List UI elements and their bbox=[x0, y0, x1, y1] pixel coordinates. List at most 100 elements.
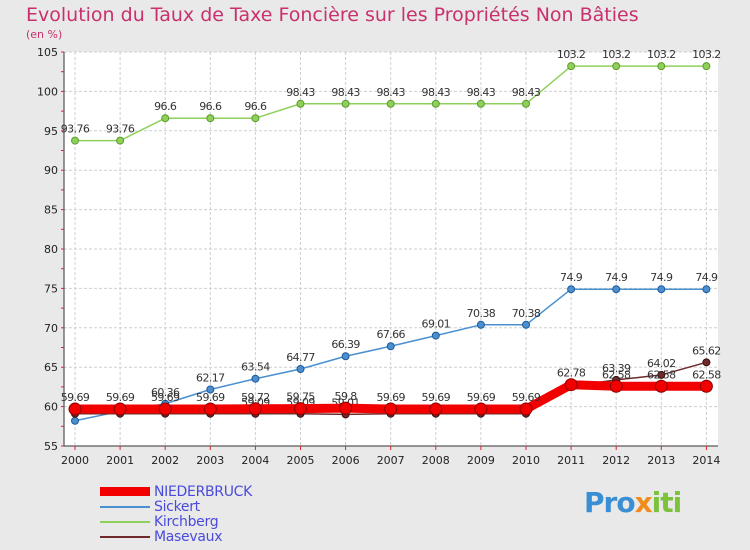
data-label-sickert: 66.39 bbox=[331, 338, 360, 351]
data-label-masevaux: 65.62 bbox=[692, 344, 721, 357]
data-label-kirchberg: 98.43 bbox=[376, 86, 405, 99]
legend: NIEDERBRUCK Sickert Kirchberg Masevaux bbox=[100, 484, 252, 545]
legend-swatch bbox=[100, 535, 150, 538]
data-label-niederbruck: 59.69 bbox=[151, 391, 180, 404]
data-point-niederbruck bbox=[654, 379, 668, 393]
data-label-kirchberg: 98.43 bbox=[286, 86, 315, 99]
data-point-kirchberg bbox=[567, 62, 576, 71]
chart-title: Evolution du Taux de Taxe Foncière sur l… bbox=[26, 4, 639, 26]
data-label-niederbruck: 62.78 bbox=[557, 367, 586, 380]
data-point-kirchberg bbox=[341, 99, 350, 108]
x-tick-label: 2008 bbox=[422, 454, 450, 467]
x-tick-label: 2009 bbox=[467, 454, 495, 467]
data-label-kirchberg: 98.43 bbox=[512, 86, 541, 99]
legend-item-masevaux: Masevaux bbox=[100, 528, 252, 545]
legend-item-kirchberg: Kirchberg bbox=[100, 514, 252, 530]
data-point-kirchberg bbox=[657, 62, 666, 71]
y-tick-label: 65 bbox=[44, 361, 58, 374]
x-tick-label: 2004 bbox=[241, 454, 269, 467]
x-tick-label: 2001 bbox=[106, 454, 134, 467]
data-point-kirchberg bbox=[251, 114, 260, 123]
data-label-kirchberg: 93.76 bbox=[106, 123, 135, 136]
data-label-masevaux: 64.02 bbox=[647, 357, 676, 370]
y-tick-label: 70 bbox=[44, 322, 58, 335]
data-point-sickert bbox=[702, 285, 711, 294]
data-point-sickert bbox=[476, 320, 485, 329]
data-label-sickert: 67.66 bbox=[376, 328, 405, 341]
data-point-kirchberg bbox=[116, 136, 125, 145]
data-label-sickert: 70.38 bbox=[467, 307, 496, 320]
data-point-kirchberg bbox=[476, 99, 485, 108]
data-label-niederbruck: 59.69 bbox=[61, 391, 90, 404]
data-label-sickert: 70.38 bbox=[512, 307, 541, 320]
data-label-niederbruck: 62.58 bbox=[602, 368, 631, 381]
x-tick-label: 2014 bbox=[692, 454, 720, 467]
data-point-sickert bbox=[251, 374, 260, 383]
data-label-kirchberg: 98.43 bbox=[467, 86, 496, 99]
data-label-masevaux: 63.39 bbox=[602, 362, 631, 375]
data-label-sickert: 62.17 bbox=[196, 372, 225, 385]
x-tick-label: 2005 bbox=[287, 454, 315, 467]
data-point-niederbruck bbox=[113, 402, 127, 416]
data-label-niederbruck: 59.69 bbox=[376, 391, 405, 404]
data-label-niederbruck: 62.58 bbox=[647, 368, 676, 381]
data-label-niederbruck: 59.69 bbox=[467, 391, 496, 404]
data-point-niederbruck bbox=[339, 401, 353, 415]
x-tick-label: 2006 bbox=[332, 454, 360, 467]
legend-label: Masevaux bbox=[154, 528, 223, 545]
data-point-kirchberg bbox=[702, 62, 711, 71]
x-tick-label: 2007 bbox=[377, 454, 405, 467]
x-tick-label: 2011 bbox=[557, 454, 585, 467]
data-point-kirchberg bbox=[71, 136, 79, 145]
x-tick-label: 2012 bbox=[602, 454, 630, 467]
data-label-kirchberg: 98.43 bbox=[331, 86, 360, 99]
data-point-kirchberg bbox=[386, 99, 395, 108]
data-point-sickert bbox=[206, 385, 215, 394]
data-point-sickert bbox=[341, 352, 350, 361]
data-point-niederbruck bbox=[699, 379, 713, 393]
y-tick-label: 105 bbox=[37, 46, 58, 59]
data-label-niederbruck: 59.69 bbox=[106, 391, 135, 404]
data-label-sickert: 74.9 bbox=[695, 271, 718, 284]
x-tick-label: 2003 bbox=[196, 454, 224, 467]
data-label-sickert: 60.36 bbox=[151, 386, 180, 399]
y-tick-label: 95 bbox=[44, 125, 58, 138]
data-point-niederbruck bbox=[203, 402, 217, 416]
data-label-niederbruck: 59.75 bbox=[286, 391, 315, 404]
data-point-niederbruck bbox=[68, 402, 82, 416]
data-point-sickert bbox=[431, 331, 440, 340]
data-point-sickert bbox=[71, 416, 79, 425]
data-label-sickert: 64.77 bbox=[286, 351, 315, 364]
data-point-kirchberg bbox=[161, 114, 170, 123]
legend-item-niederbruck: NIEDERBRUCK bbox=[100, 484, 252, 500]
data-label-niederbruck: 59.72 bbox=[241, 391, 270, 404]
data-label-kirchberg: 96.6 bbox=[244, 100, 267, 113]
data-point-kirchberg bbox=[296, 99, 305, 108]
data-label-kirchberg: 96.6 bbox=[199, 100, 222, 113]
data-label-niederbruck: 59.69 bbox=[512, 391, 541, 404]
data-label-sickert: 74.9 bbox=[605, 271, 628, 284]
x-tick-label: 2000 bbox=[61, 454, 89, 467]
data-point-niederbruck bbox=[474, 402, 488, 416]
x-tick-label: 2010 bbox=[512, 454, 540, 467]
x-tick-label: 2002 bbox=[151, 454, 179, 467]
y-tick-label: 60 bbox=[44, 401, 58, 414]
legend-item-sickert: Sickert bbox=[100, 499, 252, 515]
y-tick-label: 80 bbox=[44, 243, 58, 256]
y-tick-label: 90 bbox=[44, 164, 58, 177]
data-label-niederbruck: 59.8 bbox=[335, 390, 358, 403]
data-label-sickert: 63.54 bbox=[241, 361, 270, 374]
data-point-niederbruck bbox=[564, 378, 578, 392]
y-tick-label: 85 bbox=[44, 204, 58, 217]
y-tick-label: 55 bbox=[44, 440, 58, 453]
data-point-sickert bbox=[522, 320, 530, 329]
data-point-niederbruck bbox=[519, 402, 533, 416]
data-label-kirchberg: 103.2 bbox=[602, 48, 631, 61]
data-point-niederbruck bbox=[609, 379, 623, 393]
data-point-niederbruck bbox=[384, 402, 398, 416]
data-label-niederbruck: 59.69 bbox=[422, 391, 451, 404]
data-point-kirchberg bbox=[431, 99, 440, 108]
data-point-niederbruck bbox=[248, 402, 262, 416]
data-point-sickert bbox=[567, 285, 576, 294]
data-point-sickert bbox=[296, 365, 305, 374]
